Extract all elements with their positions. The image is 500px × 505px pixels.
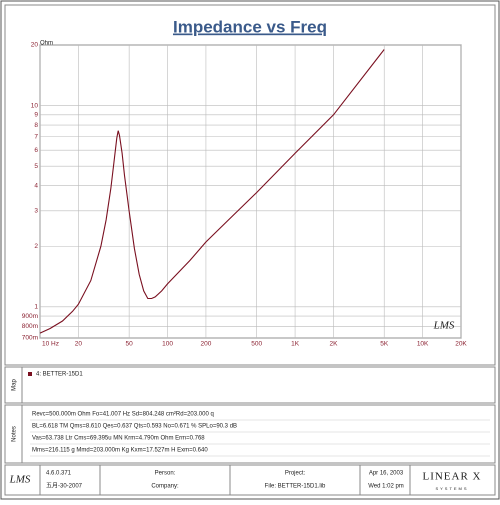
y-tick-label: 3 [34,208,38,215]
y-tick-label: 1 [34,304,38,311]
brand: LINEAR X [422,471,481,483]
time: Wed 1:02 pm [368,484,404,490]
legend-swatch [28,372,32,376]
x-tick-label: 5K [380,341,389,348]
y-tick-label: 20 [31,42,39,49]
note-line: BL=6.618 TM Qms=8.610 Qes=0.637 Qts=0.59… [32,424,237,430]
x-tick-label: 100 [162,341,173,348]
footer-logo: LMS [9,474,31,486]
y-tick-label: 9 [34,112,38,119]
note-line: Vas=63.738 Ltr Cms=69.395u MN Krm=4.790m… [32,436,205,442]
y-tick-label: 2 [34,243,38,250]
version: 4.6.0.371 [46,471,72,477]
y-axis-label: Ohm [40,41,53,47]
project: Project: [285,471,306,477]
y-tick-label: 900m [22,313,38,320]
chart-title: Impedance vs Freq [173,17,327,36]
x-tick-label: 20 [75,341,83,348]
y-tick-label: 10 [31,102,39,109]
brand-sub: SYSTEMS [435,486,468,491]
file: File: BETTER-15D1.lib [265,484,326,490]
x-tick-label: 200 [200,341,211,348]
notes-panel [4,404,496,464]
y-tick-label: 7 [34,133,38,140]
x-tick-label: 1K [291,341,300,348]
y-tick-label: 800m [22,323,38,330]
note-line: Revc=500.000m Ohm Fo=41.007 Hz Sd=804.24… [32,412,214,418]
legend-label: 4: BETTER-15D1 [36,372,83,378]
x-tick-label: 500 [251,341,262,348]
x-tick-label: 10 Hz [42,341,59,348]
map-panel [4,366,496,404]
y-tick-label: 6 [34,147,38,154]
y-tick-label: 5 [34,163,38,170]
footer-panel [4,464,496,496]
map-label: Map [12,379,18,391]
watermark: LMS [433,320,455,332]
company: Company: [151,484,179,490]
impedance-line [39,49,385,334]
y-tick-label: 8 [34,122,38,129]
note-line: Mms=216.115 g Mmd=203.000m Kg Kxm=17.527… [32,448,208,454]
x-tick-label: 2K [329,341,338,348]
build-date: 五月-30-2007 [46,483,83,490]
y-tick-label: 700m [22,335,38,342]
notes-label: Notes [12,426,18,442]
plot-area [39,44,462,339]
person: Person: [155,471,176,477]
y-tick-label: 4 [34,182,38,189]
x-tick-label: 20K [455,341,467,348]
x-tick-label: 10K [417,341,429,348]
x-tick-label: 50 [126,341,134,348]
date: Apr 16, 2003 [369,471,404,477]
